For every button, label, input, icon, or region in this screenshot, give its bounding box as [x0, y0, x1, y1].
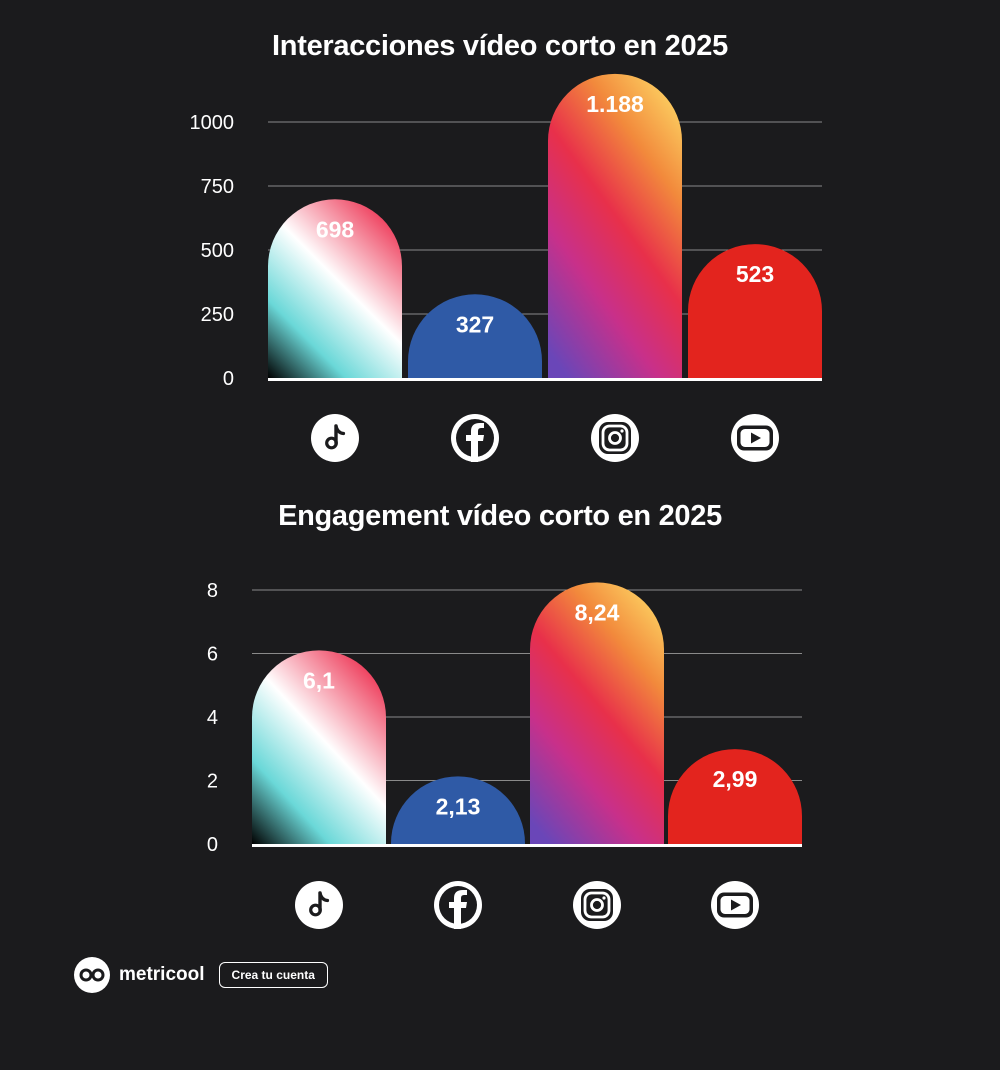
- interactions-bar-chart: 0 250 500 750 1000 698 327 1.188 523: [190, 73, 822, 462]
- value-label: 2,13: [436, 793, 481, 819]
- youtube-icon: [731, 414, 779, 462]
- instagram-icon: [573, 881, 621, 929]
- bar-youtube: [668, 749, 802, 844]
- y-tick-label: 4: [207, 707, 218, 729]
- y-tick-label: 0: [223, 368, 234, 390]
- engagement-bar-chart: 0 2 4 6 8 6,1 2,13 8,24 2,99: [207, 580, 802, 929]
- y-tick-label: 8: [207, 580, 218, 602]
- tiktok-icon: [311, 414, 359, 462]
- value-label: 1.188: [586, 91, 644, 117]
- y-tick-label: 250: [201, 304, 234, 326]
- y-tick-label: 2: [207, 771, 218, 793]
- facebook-icon: [451, 414, 499, 462]
- chart-2-title: Engagement vídeo corto en 2025: [278, 500, 722, 532]
- value-label: 523: [736, 261, 774, 287]
- value-label: 6,1: [303, 667, 335, 693]
- tiktok-icon: [295, 881, 343, 929]
- bar-facebook: [391, 776, 525, 844]
- chart-1-title: Interacciones vídeo corto en 2025: [272, 30, 728, 62]
- bar-instagram: [548, 73, 682, 378]
- y-tick-label: 6: [207, 644, 218, 666]
- bar-tiktok: [252, 650, 386, 844]
- y-tick-label: 750: [201, 176, 234, 198]
- instagram-icon: [591, 414, 639, 462]
- bar-youtube: [688, 244, 822, 378]
- value-label: 698: [316, 216, 355, 242]
- youtube-icon: [711, 881, 759, 929]
- facebook-icon: [434, 881, 482, 929]
- bar-instagram: [530, 582, 664, 844]
- bar-facebook: [407, 294, 542, 378]
- y-tick-label: 0: [207, 834, 218, 856]
- brand-name: metricool: [119, 964, 205, 985]
- bar-tiktok: [268, 199, 402, 378]
- y-tick-label: 1000: [190, 112, 235, 134]
- value-label: 2,99: [713, 766, 758, 792]
- metricool-logo-icon: [74, 957, 110, 993]
- value-label: 327: [456, 311, 494, 337]
- y-tick-label: 500: [201, 240, 234, 262]
- value-label: 8,24: [575, 599, 620, 625]
- create-account-button[interactable]: Crea tu cuenta: [218, 962, 328, 988]
- footer: metricool Crea tu cuenta: [74, 957, 328, 993]
